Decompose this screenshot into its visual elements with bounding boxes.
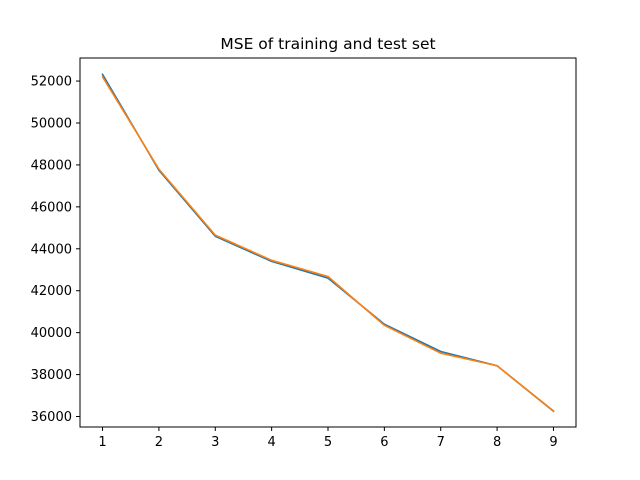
plot-frame: [79, 57, 577, 428]
series-layer: [101, 73, 555, 413]
x-tick-label: 5: [324, 435, 332, 450]
y-tick-label: 36000: [31, 410, 72, 425]
chart-title: MSE of training and test set: [220, 35, 435, 53]
x-axis: 1 2 3 4 5 6 7 8 9: [98, 427, 558, 450]
series-line-1: [101, 73, 555, 413]
y-tick-label: 40000: [31, 326, 72, 341]
x-tick-label: 6: [380, 435, 388, 450]
x-tick-label: 7: [437, 435, 445, 450]
y-tick-label: 46000: [31, 200, 72, 215]
x-tick-label: 1: [98, 435, 106, 450]
y-tick-label: 50000: [31, 116, 72, 131]
y-tick-label: 52000: [31, 75, 72, 90]
series-line-2: [101, 75, 555, 412]
y-axis: 36000 38000 40000 42000 44000 46000 48000 50000…: [31, 75, 80, 425]
x-tick-label: 9: [549, 435, 557, 450]
y-tick-label: 44000: [31, 242, 72, 257]
y-tick-label: 42000: [31, 284, 72, 299]
x-tick-label: 3: [211, 435, 219, 450]
y-tick-label: 48000: [31, 158, 72, 173]
x-tick-label: 4: [267, 435, 275, 450]
x-tick-label: 2: [155, 435, 163, 450]
y-tick-label: 38000: [31, 368, 72, 383]
x-tick-label: 8: [493, 435, 501, 450]
